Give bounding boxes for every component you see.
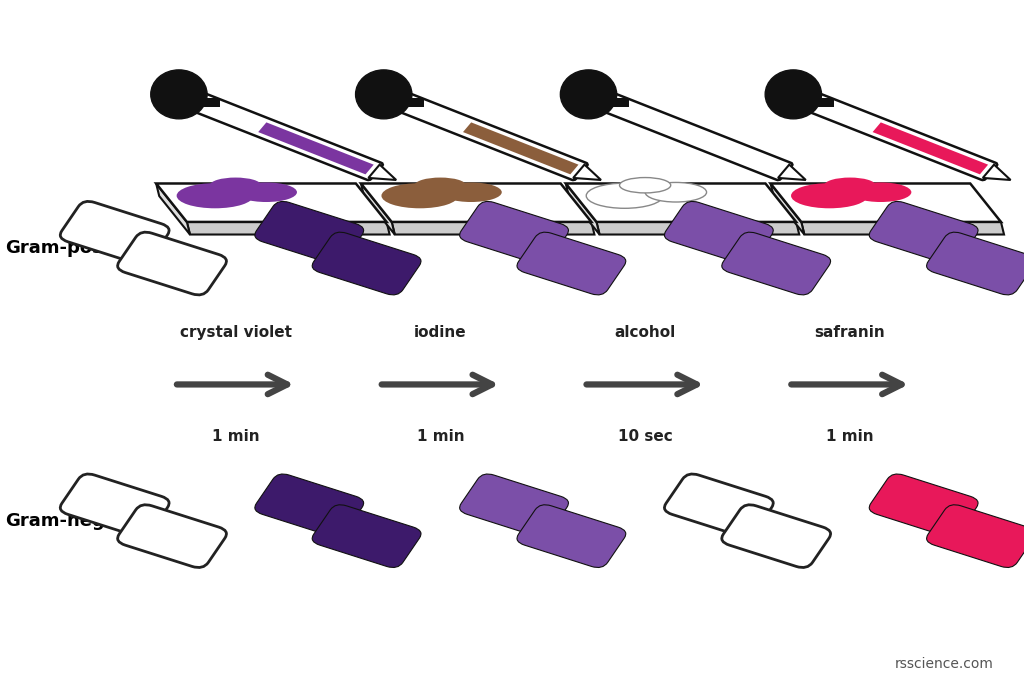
Ellipse shape (824, 178, 876, 193)
FancyBboxPatch shape (869, 474, 978, 537)
FancyBboxPatch shape (170, 85, 383, 180)
Text: safranin: safranin (814, 324, 886, 340)
FancyBboxPatch shape (460, 201, 568, 264)
Bar (182, 98, 219, 106)
Ellipse shape (765, 70, 821, 119)
Ellipse shape (850, 182, 911, 202)
Polygon shape (565, 184, 600, 235)
FancyBboxPatch shape (60, 201, 169, 264)
Text: alcohol: alcohol (614, 324, 676, 340)
Ellipse shape (355, 70, 412, 119)
Ellipse shape (381, 183, 459, 208)
Text: Gram-positive: Gram-positive (5, 239, 147, 257)
Text: iodine: iodine (414, 324, 467, 340)
Polygon shape (186, 222, 390, 235)
Ellipse shape (560, 70, 616, 119)
Bar (872, 122, 988, 174)
Polygon shape (369, 164, 396, 180)
FancyBboxPatch shape (118, 505, 226, 568)
FancyBboxPatch shape (722, 505, 830, 568)
Text: 1 min: 1 min (212, 429, 259, 445)
Polygon shape (156, 184, 190, 235)
Ellipse shape (176, 183, 254, 208)
Polygon shape (770, 184, 1001, 222)
Ellipse shape (236, 182, 297, 202)
Polygon shape (360, 184, 592, 222)
Polygon shape (360, 184, 394, 235)
FancyBboxPatch shape (784, 85, 997, 180)
FancyBboxPatch shape (375, 85, 588, 180)
FancyBboxPatch shape (927, 505, 1024, 568)
Ellipse shape (151, 70, 207, 119)
Text: rsscience.com: rsscience.com (894, 657, 993, 671)
Bar (463, 122, 579, 174)
Text: 1 min: 1 min (826, 429, 873, 445)
Bar (797, 98, 834, 106)
FancyBboxPatch shape (255, 474, 364, 537)
FancyBboxPatch shape (460, 474, 568, 537)
FancyBboxPatch shape (517, 505, 626, 568)
FancyBboxPatch shape (517, 232, 626, 295)
Ellipse shape (586, 183, 664, 208)
FancyBboxPatch shape (60, 474, 169, 537)
Bar (592, 98, 629, 106)
Text: 10 sec: 10 sec (617, 429, 673, 445)
Text: crystal violet: crystal violet (179, 324, 292, 340)
FancyBboxPatch shape (927, 232, 1024, 295)
Polygon shape (778, 164, 806, 180)
Bar (258, 122, 374, 174)
Polygon shape (770, 184, 805, 235)
Polygon shape (565, 184, 797, 222)
FancyBboxPatch shape (722, 232, 830, 295)
Text: Gram-negative: Gram-negative (5, 512, 156, 530)
FancyBboxPatch shape (255, 201, 364, 264)
Ellipse shape (440, 182, 502, 202)
FancyBboxPatch shape (665, 474, 773, 537)
Polygon shape (156, 184, 387, 222)
Ellipse shape (620, 178, 671, 193)
Ellipse shape (210, 178, 261, 193)
Polygon shape (573, 164, 601, 180)
Polygon shape (391, 222, 594, 235)
FancyBboxPatch shape (580, 85, 793, 180)
Ellipse shape (791, 183, 867, 208)
Ellipse shape (415, 178, 466, 193)
Polygon shape (983, 164, 1011, 180)
FancyBboxPatch shape (869, 201, 978, 264)
Bar (387, 98, 424, 106)
Ellipse shape (645, 182, 707, 202)
Polygon shape (596, 222, 800, 235)
Polygon shape (801, 222, 1004, 235)
FancyBboxPatch shape (118, 232, 226, 295)
FancyBboxPatch shape (665, 201, 773, 264)
FancyBboxPatch shape (312, 232, 421, 295)
FancyBboxPatch shape (312, 505, 421, 568)
Text: 1 min: 1 min (417, 429, 464, 445)
